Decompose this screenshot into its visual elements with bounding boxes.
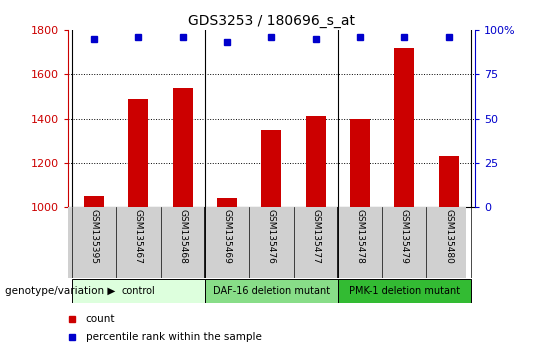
Text: GSM135478: GSM135478 xyxy=(355,209,364,264)
Text: GSM135467: GSM135467 xyxy=(134,209,143,264)
Text: GSM135395: GSM135395 xyxy=(90,209,99,264)
Text: percentile rank within the sample: percentile rank within the sample xyxy=(86,332,262,342)
Text: GSM135469: GSM135469 xyxy=(222,209,232,264)
Text: DAF-16 deletion mutant: DAF-16 deletion mutant xyxy=(213,286,330,296)
Text: GSM135479: GSM135479 xyxy=(400,209,409,264)
Bar xyxy=(217,198,237,207)
Text: GSM135476: GSM135476 xyxy=(267,209,276,264)
Bar xyxy=(205,279,338,303)
Text: GSM135477: GSM135477 xyxy=(311,209,320,264)
Text: GSM135480: GSM135480 xyxy=(444,209,453,264)
Bar xyxy=(261,130,281,207)
Title: GDS3253 / 180696_s_at: GDS3253 / 180696_s_at xyxy=(188,14,355,28)
Text: control: control xyxy=(122,286,156,296)
Bar xyxy=(173,88,193,207)
Text: PMK-1 deletion mutant: PMK-1 deletion mutant xyxy=(349,286,460,296)
Bar xyxy=(129,99,148,207)
Bar xyxy=(350,119,370,207)
Text: genotype/variation ▶: genotype/variation ▶ xyxy=(5,286,116,296)
Bar xyxy=(72,279,205,303)
Bar xyxy=(394,48,414,207)
Bar xyxy=(338,279,471,303)
Bar xyxy=(438,156,458,207)
Text: GSM135468: GSM135468 xyxy=(178,209,187,264)
Text: count: count xyxy=(86,314,116,324)
Bar xyxy=(84,196,104,207)
Bar xyxy=(306,116,326,207)
